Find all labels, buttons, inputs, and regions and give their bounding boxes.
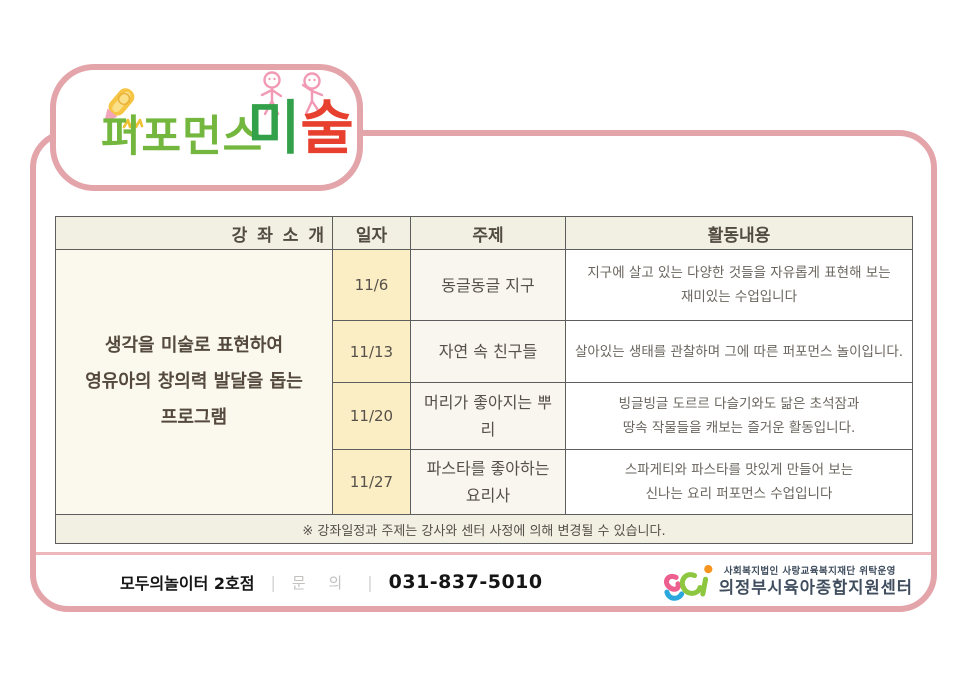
activity-line: 스파게티와 파스타를 맛있게 만들어 보는	[624, 462, 854, 478]
org-name: 의정부시육아종합지원센터	[718, 577, 913, 597]
date-cell: 11/6	[332, 249, 411, 321]
crayon-icon	[104, 88, 144, 129]
activity-line: 지구에 살고 있는 다양한 것들을 자유롭게 표현해 보는	[587, 265, 891, 281]
org-logo-group: 사회복지법인 사랑교육복지재단 위탁운영 의정부시육아종합지원센터	[661, 559, 913, 605]
logo-badge	[50, 64, 363, 191]
contact-label: 문 의	[291, 573, 352, 592]
intro-line: 영유아의 창의력 발달을 돕는	[85, 371, 303, 392]
topic-line: 파스타를 좋아하는	[426, 459, 550, 478]
table-row: 생각을 미술로 표현하여 영유아의 창의력 발달을 돕는 프로그램 11/6 동…	[55, 249, 913, 515]
schedule-note: ※ 강좌일정과 주제는 강사와 센터 사정에 의해 변경될 수 있습니다.	[55, 514, 913, 544]
art-char-mi: 미	[247, 94, 301, 162]
intro-line: 프로그램	[160, 407, 228, 428]
table-header-row: 강 좌 소 개 일자 주제 활동내용	[55, 216, 913, 250]
activity-cell: 스파게티와 파스타를 맛있게 만들어 보는 신나는 요리 퍼포먼스 수업입니다	[565, 449, 913, 515]
intro-line: 생각을 미술로 표현하여	[104, 335, 284, 356]
topic-line: 요리사	[465, 486, 511, 505]
date-cell: 11/20	[332, 382, 411, 450]
topic-cell: 동글동글 지구	[410, 249, 566, 321]
table-row: 11/27 파스타를 좋아하는 요리사 스파게티와 파스타를 맛있게 만들어 보…	[56, 449, 913, 515]
header-course-intro: 강 좌 소 개	[55, 216, 333, 250]
date-cell: 11/13	[332, 320, 411, 383]
header-activity: 활동내용	[565, 216, 913, 250]
table-row: 11/20 머리가 좋아지는 뿌리 빙글빙글 도르르 다슬기와도 닮은 초석잠과…	[56, 382, 913, 450]
branch-name: 모두의놀이터 2호점	[120, 574, 255, 593]
activity-line: 재미있는 수업입니다	[680, 289, 798, 305]
divider-bar: |	[270, 572, 276, 592]
activity-cell: 살아있는 생태를 관찰하며 그에 따른 퍼포먼스 놀이입니다.	[565, 320, 913, 383]
program-title-art: 미술	[247, 99, 354, 157]
art-char-sul: 술	[300, 94, 354, 162]
topic-cell: 자연 속 친구들	[410, 320, 566, 383]
footer-divider-line	[36, 552, 931, 555]
header-topic: 주제	[410, 216, 566, 250]
course-intro-cell: 생각을 미술로 표현하여 영유아의 창의력 발달을 돕는 프로그램	[55, 249, 333, 515]
schedule-table: 강 좌 소 개 일자 주제 활동내용 생각을 미술로 표현하여 영유아의 창의력…	[55, 216, 913, 544]
table-note-row: ※ 강좌일정과 주제는 강사와 센터 사정에 의해 변경될 수 있습니다.	[55, 514, 913, 544]
children-icon	[260, 71, 324, 116]
activity-line: 빙글빙글 도르르 다슬기와도 닮은 초석잠과	[618, 396, 860, 412]
divider-bar: |	[367, 572, 373, 592]
footer-contact-group: 모두의놀이터 2호점 | 문 의 | 031-837-5010	[120, 570, 543, 594]
activity-cell: 빙글빙글 도르르 다슬기와도 닮은 초석잠과 땅속 작물들을 캐보는 즐거운 활…	[565, 382, 913, 450]
activity-line: 살아있는 생태를 관찰하며 그에 따른 퍼포먼스 놀이입니다.	[574, 343, 904, 360]
org-text-block: 사회복지법인 사랑교육복지재단 위탁운영 의정부시육아종합지원센터	[719, 566, 913, 599]
topic-cell: 파스타를 좋아하는 요리사	[410, 449, 566, 515]
activity-line: 신나는 요리 퍼포먼스 수업입니다	[645, 486, 833, 502]
header-date: 일자	[332, 216, 411, 250]
org-tagline: 사회복지법인 사랑교육복지재단 위탁운영	[723, 565, 896, 577]
footer: 모두의놀이터 2호점 | 문 의 | 031-837-5010 사회복지법인 사…	[36, 558, 931, 606]
program-title: 퍼포먼스	[101, 112, 264, 162]
topic-cell: 머리가 좋아지는 뿌리	[410, 382, 566, 450]
sci-swirl-logo-icon	[663, 564, 713, 601]
date-cell: 11/27	[332, 449, 411, 515]
phone-number: 031-837-5010	[388, 571, 543, 593]
table-row: 11/13 자연 속 친구들 살아있는 생태를 관찰하며 그에 따른 퍼포먼스 …	[56, 320, 913, 383]
activity-line: 땅속 작물들을 캐보는 즐거운 활동입니다.	[622, 420, 856, 436]
activity-cell: 지구에 살고 있는 다양한 것들을 자유롭게 표현해 보는 재미있는 수업입니다	[565, 249, 913, 321]
